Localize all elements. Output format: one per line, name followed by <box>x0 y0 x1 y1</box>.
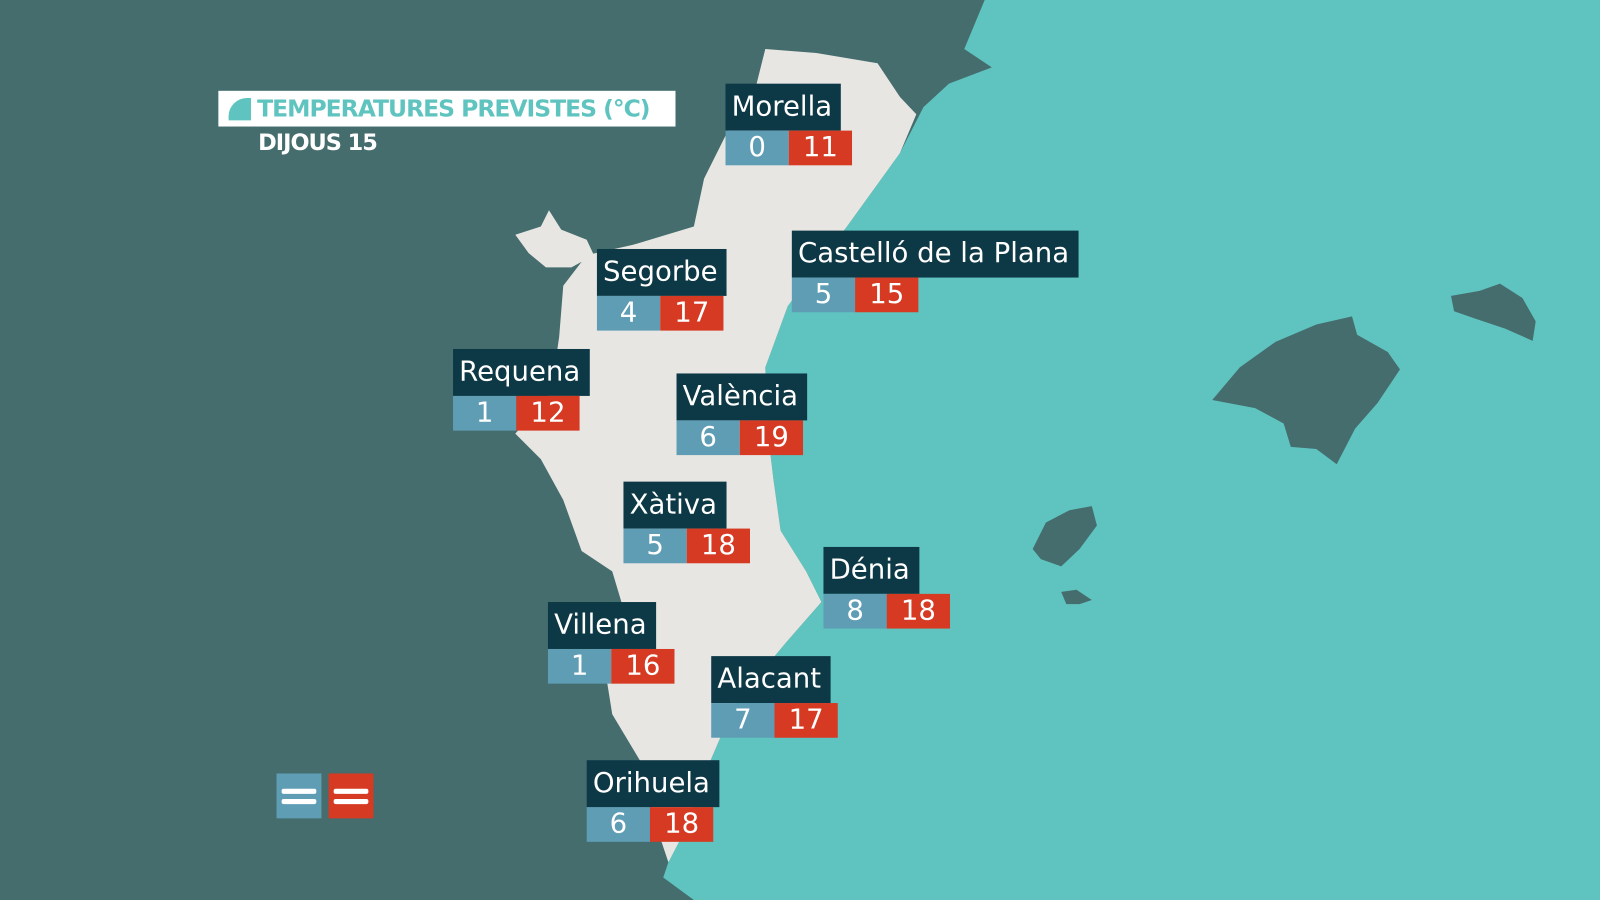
city-name: València <box>676 373 808 421</box>
legend-min <box>276 773 322 819</box>
max-temperature: 19 <box>739 420 804 456</box>
city-name: Segorbe <box>596 248 727 296</box>
temperature-row: 7 17 <box>711 703 838 738</box>
temperature-row: 6 18 <box>586 807 719 842</box>
legend-max <box>328 773 374 819</box>
city-label: Xàtiva 5 18 <box>623 481 750 564</box>
max-temperature: 18 <box>886 593 950 629</box>
temperature-row: 4 17 <box>596 295 727 331</box>
city-name: Castelló de la Plana <box>791 230 1079 278</box>
city-name: Villena <box>547 602 656 649</box>
brand-icon <box>228 97 252 120</box>
city-name: Dénia <box>823 546 919 594</box>
sea <box>663 0 1600 900</box>
min-temperature: 5 <box>791 277 856 313</box>
temperature-row: 0 11 <box>725 130 853 166</box>
min-temperature: 1 <box>547 648 612 684</box>
temperature-row: 6 19 <box>676 420 808 456</box>
city-label: Orihuela 6 18 <box>586 760 720 842</box>
formentera <box>1061 589 1092 605</box>
min-temperature: 6 <box>676 420 740 456</box>
forecast-day: DIJOUS 15 <box>258 130 378 157</box>
max-temperature: 17 <box>774 703 838 738</box>
temperature-row: 5 15 <box>791 277 1078 313</box>
city-label: Alacant 7 17 <box>711 656 838 738</box>
temperature-row: 8 18 <box>823 593 950 629</box>
menorca <box>1451 283 1536 341</box>
temperature-row: 1 16 <box>547 648 675 684</box>
city-name: Requena <box>453 348 590 396</box>
city-label: Villena 1 16 <box>547 602 675 684</box>
min-temperature: 6 <box>586 807 650 842</box>
city-label: Dénia 8 18 <box>823 546 950 629</box>
temperature-row: 1 12 <box>453 395 589 431</box>
rincon-de-ademuz <box>515 210 594 268</box>
temperature-row: 5 18 <box>623 528 750 564</box>
city-name: Orihuela <box>586 760 720 808</box>
max-temperature: 18 <box>686 528 750 564</box>
min-temperature: 1 <box>453 395 517 431</box>
city-name: Morella <box>725 83 842 131</box>
city-label: Castelló de la Plana 5 15 <box>791 230 1079 313</box>
max-temperature: 15 <box>855 277 919 313</box>
mallorca <box>1212 316 1400 465</box>
min-temperature: 8 <box>823 593 887 629</box>
max-temperature: 16 <box>611 648 675 684</box>
city-name: Alacant <box>711 656 831 704</box>
min-temperature: 5 <box>623 528 687 564</box>
city-label: Segorbe 4 17 <box>596 248 727 331</box>
ibiza <box>1032 506 1097 567</box>
city-label: Requena 1 12 <box>453 348 590 431</box>
city-label: Morella 0 11 <box>725 83 853 166</box>
max-temperature: 17 <box>660 295 724 331</box>
max-temperature: 18 <box>649 807 714 842</box>
city-label: València 6 19 <box>676 373 808 456</box>
city-name: Xàtiva <box>623 481 727 529</box>
map-title: TEMPERATURES PREVISTES (°C) <box>257 95 650 122</box>
min-temperature: 0 <box>725 130 789 166</box>
max-temperature: 11 <box>788 130 853 166</box>
min-temperature: 4 <box>596 295 661 331</box>
max-temperature: 12 <box>516 395 580 431</box>
title-banner: TEMPERATURES PREVISTES (°C) <box>218 90 676 127</box>
min-temperature: 7 <box>711 703 775 738</box>
